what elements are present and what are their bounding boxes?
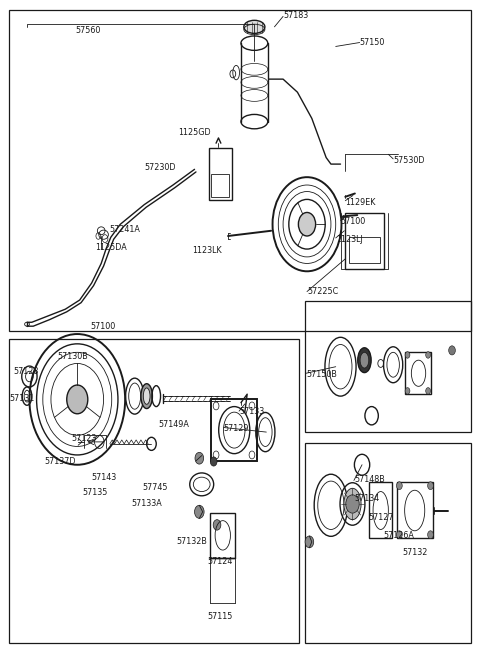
Text: 57127: 57127 xyxy=(368,513,394,521)
Text: 57130B: 57130B xyxy=(57,352,88,361)
Circle shape xyxy=(428,531,433,538)
Text: 57225C: 57225C xyxy=(307,287,338,296)
Text: 57100: 57100 xyxy=(91,322,116,331)
Bar xyxy=(9,10,471,331)
Text: 57133A: 57133A xyxy=(132,500,163,508)
Text: 1123LJ: 1123LJ xyxy=(336,234,362,244)
Text: 57230D: 57230D xyxy=(144,163,176,172)
Ellipse shape xyxy=(144,388,150,404)
Text: 57148B: 57148B xyxy=(354,475,384,483)
Circle shape xyxy=(210,457,217,466)
Bar xyxy=(405,352,432,394)
Circle shape xyxy=(67,385,88,414)
Text: 57100: 57100 xyxy=(340,217,366,226)
Text: 1129EK: 1129EK xyxy=(345,198,376,206)
Text: 57150: 57150 xyxy=(360,38,385,47)
Text: 57128: 57128 xyxy=(13,367,38,377)
Text: 57745: 57745 xyxy=(142,483,168,492)
Text: 1125DA: 1125DA xyxy=(96,243,127,252)
Text: 57132: 57132 xyxy=(403,548,428,557)
Text: 57183: 57183 xyxy=(283,10,308,20)
Bar xyxy=(397,482,433,538)
Text: 57126A: 57126A xyxy=(384,531,414,540)
Text: 1125GD: 1125GD xyxy=(178,128,210,138)
Text: 1123LK: 1123LK xyxy=(192,246,222,255)
Text: 57149A: 57149A xyxy=(158,420,190,429)
Text: 57115: 57115 xyxy=(207,612,233,621)
Bar xyxy=(210,513,235,557)
Bar xyxy=(209,148,232,200)
Circle shape xyxy=(405,352,410,358)
Text: 57133: 57133 xyxy=(239,407,264,416)
Text: 57132B: 57132B xyxy=(177,537,208,546)
Circle shape xyxy=(426,388,431,394)
Text: 57143: 57143 xyxy=(92,474,117,482)
Text: 57134: 57134 xyxy=(354,495,379,503)
Circle shape xyxy=(305,536,314,548)
Circle shape xyxy=(396,481,402,489)
Circle shape xyxy=(428,481,433,489)
Circle shape xyxy=(299,212,316,236)
Bar xyxy=(305,443,471,643)
Circle shape xyxy=(213,519,221,530)
Text: 57560: 57560 xyxy=(75,26,100,35)
Circle shape xyxy=(426,352,431,358)
Text: 57124: 57124 xyxy=(207,557,233,566)
Circle shape xyxy=(396,531,402,538)
Bar xyxy=(305,301,471,432)
Text: 57137D: 57137D xyxy=(45,457,76,466)
Ellipse shape xyxy=(360,352,369,368)
Bar xyxy=(349,237,380,263)
Text: 57131: 57131 xyxy=(9,394,35,403)
Text: 57150B: 57150B xyxy=(306,370,337,379)
Text: 57129: 57129 xyxy=(224,424,249,434)
Bar xyxy=(211,174,229,196)
Bar xyxy=(211,400,257,462)
Circle shape xyxy=(449,346,456,355)
Ellipse shape xyxy=(244,20,265,33)
Circle shape xyxy=(195,453,204,464)
Ellipse shape xyxy=(141,384,153,409)
Circle shape xyxy=(346,495,359,513)
Ellipse shape xyxy=(344,488,361,519)
Bar xyxy=(369,482,392,538)
Bar xyxy=(345,213,384,269)
Text: 57241A: 57241A xyxy=(110,225,141,234)
Circle shape xyxy=(194,505,204,518)
Text: 57135: 57135 xyxy=(82,488,108,496)
Circle shape xyxy=(405,388,410,394)
Text: 57123: 57123 xyxy=(72,434,97,443)
Text: 57530D: 57530D xyxy=(393,157,425,165)
Ellipse shape xyxy=(358,348,371,373)
Bar xyxy=(9,339,299,643)
